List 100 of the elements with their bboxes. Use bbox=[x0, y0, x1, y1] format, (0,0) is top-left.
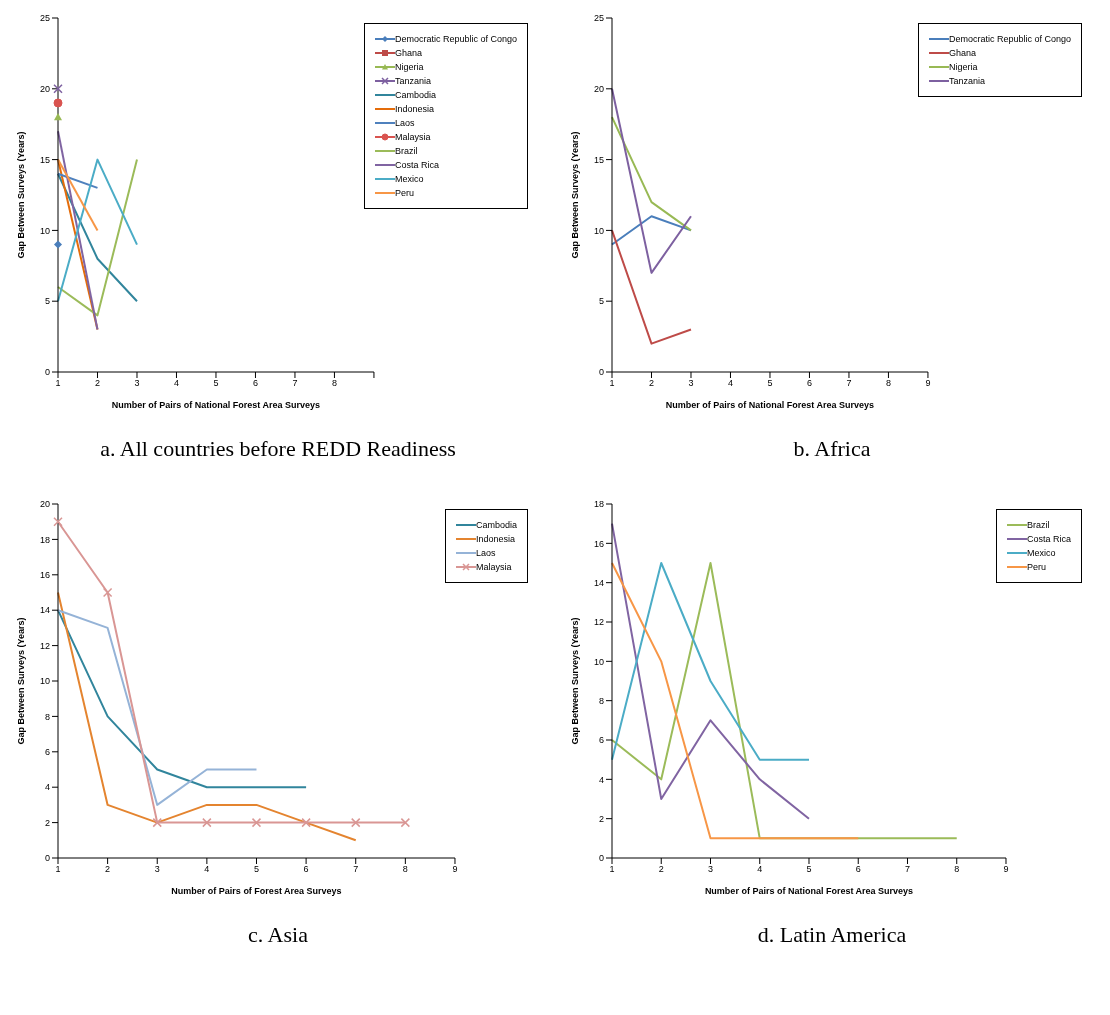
y-tick-label: 8 bbox=[598, 695, 604, 706]
y-tick-label: 10 bbox=[39, 225, 50, 236]
legend-label: Democratic Republic of Congo bbox=[394, 34, 517, 44]
x-axis-title: Number of Pairs of National Forest Area Surveys bbox=[665, 400, 875, 410]
y-tick-label: 10 bbox=[593, 225, 604, 236]
y-tick-label: 0 bbox=[598, 367, 604, 378]
text: a. All countries before REDD Readiness bbox=[99, 436, 457, 463]
y-tick-label: 16 bbox=[593, 538, 604, 549]
legend-label: Malaysia bbox=[475, 562, 512, 572]
x-axis-title: Number of Pairs of National Forest Area Surveys bbox=[111, 400, 321, 410]
y-axis-title: Gap Between Surveys (Years) bbox=[570, 131, 581, 259]
y-tick-label: 2 bbox=[598, 813, 604, 824]
y-axis-title: Gap Between Surveys (Years) bbox=[16, 131, 27, 259]
y-tick-label: 18 bbox=[39, 534, 50, 545]
legend-label: Laos bbox=[394, 118, 415, 128]
x-tick-label: 1 bbox=[609, 378, 615, 389]
legend-label: Peru bbox=[394, 188, 414, 198]
x-tick-label: 5 bbox=[213, 378, 219, 389]
y-tick-label: 20 bbox=[39, 499, 50, 510]
y-tick-label: 10 bbox=[593, 656, 604, 667]
legend-label: Cambodia bbox=[475, 520, 517, 530]
legend-label: Laos bbox=[475, 548, 496, 558]
y-tick-label: 12 bbox=[39, 640, 50, 651]
x-tick-label: 2 bbox=[105, 864, 111, 875]
y-tick-label: 18 bbox=[593, 499, 604, 510]
x-tick-label: 9 bbox=[925, 378, 931, 389]
legend-label: Ghana bbox=[394, 48, 422, 58]
y-tick-label: 5 bbox=[598, 296, 604, 307]
x-tick-label: 3 bbox=[134, 378, 140, 389]
x-tick-label: 6 bbox=[806, 378, 812, 389]
legend-label: Costa Rica bbox=[1026, 534, 1071, 544]
y-tick-label: 0 bbox=[44, 853, 50, 864]
legend-label: Brazil bbox=[394, 146, 418, 156]
x-tick-label: 5 bbox=[806, 864, 812, 875]
x-tick-label: 2 bbox=[648, 378, 654, 389]
y-tick-label: 25 bbox=[39, 13, 50, 24]
point bbox=[251, 817, 262, 828]
x-tick-label: 4 bbox=[757, 864, 763, 875]
x-tick-label: 1 bbox=[55, 378, 61, 389]
x-tick-label: 8 bbox=[331, 378, 337, 389]
x-tick-label: 4 bbox=[204, 864, 210, 875]
y-tick-label: 10 bbox=[39, 676, 50, 687]
legend-label: Nigeria bbox=[948, 62, 978, 72]
y-tick-label: 15 bbox=[39, 154, 50, 165]
x-tick-label: 7 bbox=[846, 378, 852, 389]
y-tick-label: 14 bbox=[39, 605, 50, 616]
x-tick-label: 3 bbox=[707, 864, 713, 875]
x-tick-label: 6 bbox=[855, 864, 861, 875]
point bbox=[301, 817, 311, 828]
x-tick-label: 4 bbox=[173, 378, 179, 389]
x-tick-label: 9 bbox=[1003, 864, 1009, 875]
point bbox=[102, 587, 113, 598]
legend-label: Cambodia bbox=[394, 90, 436, 100]
y-tick-label: 14 bbox=[593, 577, 604, 588]
x-tick-label: 3 bbox=[688, 378, 694, 389]
y-axis-title: Gap Between Surveys (Years) bbox=[570, 617, 581, 745]
y-tick-label: 15 bbox=[593, 154, 604, 165]
y-tick-label: 0 bbox=[598, 853, 604, 864]
y-tick-label: 6 bbox=[44, 746, 50, 757]
y-tick-label: 20 bbox=[593, 84, 604, 94]
legend-label: Peru bbox=[1026, 562, 1046, 572]
x-tick-label: 8 bbox=[954, 864, 960, 875]
x-tick-label: 3 bbox=[154, 864, 160, 875]
x-tick-label: 5 bbox=[767, 378, 773, 389]
y-tick-label: 6 bbox=[598, 735, 604, 746]
y-tick-label: 4 bbox=[44, 782, 50, 793]
x-tick-label: 7 bbox=[292, 378, 298, 389]
legend-label: Mexico bbox=[394, 174, 424, 184]
legend-label: Brazil bbox=[1026, 520, 1050, 530]
x-tick-label: 5 bbox=[253, 864, 259, 875]
text: d. Latin America bbox=[756, 922, 908, 949]
x-axis-title: Number of Pairs of Forest Area Surveys bbox=[171, 886, 342, 896]
x-tick-label: 7 bbox=[353, 864, 359, 875]
point bbox=[53, 516, 63, 527]
y-tick-label: 8 bbox=[44, 711, 50, 722]
y-tick-label: 2 bbox=[44, 817, 50, 828]
x-tick-label: 7 bbox=[904, 864, 910, 875]
point bbox=[152, 817, 162, 828]
legend-label: Tanzania bbox=[948, 76, 985, 86]
x-tick-label: 6 bbox=[252, 378, 258, 389]
legend-label: Tanzania bbox=[394, 76, 431, 86]
point bbox=[400, 817, 411, 828]
text: c. Asia bbox=[247, 922, 309, 949]
y-tick-label: 25 bbox=[593, 13, 604, 24]
x-axis-title: Number of Pairs of National Forest Area Surveys bbox=[704, 886, 914, 896]
point bbox=[350, 817, 361, 828]
x-tick-label: 2 bbox=[658, 864, 664, 875]
legend-label: Costa Rica bbox=[394, 160, 439, 170]
legend-label: Democratic Republic of Congo bbox=[948, 34, 1071, 44]
y-tick-label: 20 bbox=[39, 84, 50, 94]
legend-label: Indonesia bbox=[475, 534, 516, 544]
x-tick-label: 4 bbox=[727, 378, 733, 389]
x-tick-label: 8 bbox=[402, 864, 408, 875]
x-tick-label: 2 bbox=[94, 378, 100, 389]
y-axis-title: Gap Between Surveys (Years) bbox=[16, 617, 27, 745]
y-tick-label: 16 bbox=[39, 569, 50, 580]
legend-label: Ghana bbox=[948, 48, 976, 58]
y-tick-label: 12 bbox=[593, 617, 604, 628]
y-tick-label: 0 bbox=[44, 367, 50, 378]
legend-label: Mexico bbox=[1026, 548, 1056, 558]
